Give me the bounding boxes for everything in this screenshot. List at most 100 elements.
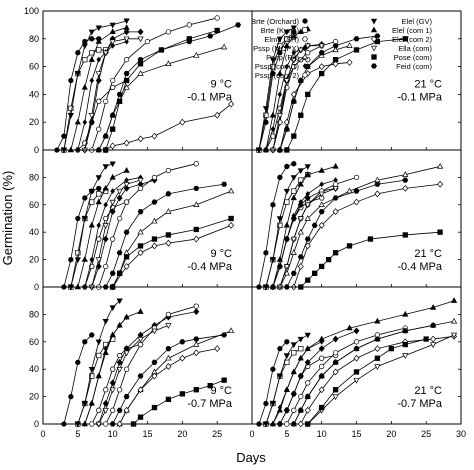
data-point bbox=[269, 401, 277, 407]
data-point bbox=[102, 408, 109, 414]
data-point bbox=[318, 195, 325, 201]
data-point bbox=[402, 184, 409, 192]
data-point bbox=[116, 420, 123, 428]
data-point bbox=[297, 420, 304, 428]
data-point bbox=[158, 47, 165, 53]
data-point bbox=[165, 346, 172, 352]
data-point bbox=[276, 113, 283, 119]
data-point bbox=[221, 332, 228, 338]
data-point bbox=[283, 126, 290, 132]
data-point bbox=[137, 70, 144, 76]
x-tick-label: 30 bbox=[456, 429, 466, 439]
y-tick-label: 60 bbox=[29, 62, 39, 72]
legend-label: Brte (Kuna) bbox=[261, 26, 300, 35]
legend-marker bbox=[370, 18, 378, 25]
y-tick-label: 40 bbox=[29, 89, 39, 99]
data-point bbox=[123, 83, 130, 90]
data-point bbox=[436, 162, 444, 169]
data-point bbox=[95, 98, 102, 104]
legend-marker bbox=[302, 72, 308, 78]
data-point bbox=[165, 167, 172, 174]
data-point bbox=[298, 346, 304, 352]
panel-temp-label: 9 °C bbox=[210, 385, 232, 397]
series-line bbox=[265, 45, 308, 151]
data-point bbox=[109, 270, 116, 276]
series-pssp-com-2 bbox=[284, 325, 408, 427]
data-point bbox=[88, 118, 95, 126]
x-tick-label: 25 bbox=[212, 429, 222, 439]
data-point bbox=[116, 215, 123, 222]
data-point bbox=[353, 174, 360, 181]
data-point bbox=[109, 199, 116, 206]
data-point bbox=[228, 215, 234, 222]
data-point bbox=[96, 222, 102, 229]
series-elel-gv bbox=[60, 18, 130, 154]
data-point bbox=[284, 236, 290, 242]
data-point bbox=[353, 47, 360, 53]
data-point bbox=[332, 368, 339, 376]
series-pose-com bbox=[298, 229, 443, 290]
data-point bbox=[450, 332, 458, 339]
data-point bbox=[304, 406, 311, 414]
series-elel-com-1 bbox=[74, 167, 130, 290]
series-elel-gv bbox=[262, 332, 311, 428]
data-point bbox=[284, 421, 290, 427]
data-point bbox=[95, 175, 102, 181]
data-point bbox=[109, 366, 116, 372]
data-point bbox=[297, 216, 304, 222]
data-point bbox=[430, 322, 437, 328]
data-point bbox=[297, 28, 304, 35]
data-point bbox=[116, 91, 123, 97]
data-point bbox=[332, 46, 339, 53]
data-point bbox=[325, 256, 332, 263]
series-pssp-com-2 bbox=[96, 161, 199, 290]
data-point bbox=[96, 352, 102, 359]
panel-4: 21 °C-0.4 MPa bbox=[251, 149, 462, 291]
data-point bbox=[109, 208, 116, 216]
data-point bbox=[291, 188, 297, 194]
data-point bbox=[116, 321, 123, 328]
legend-label: Pssp (P4) bbox=[266, 53, 299, 62]
data-point bbox=[103, 98, 109, 104]
data-point bbox=[102, 400, 109, 407]
data-point bbox=[95, 25, 102, 32]
data-point bbox=[116, 188, 123, 195]
data-point bbox=[262, 421, 270, 428]
legend-label: Pssp (MOPX) bbox=[253, 44, 299, 53]
data-point bbox=[81, 43, 88, 50]
data-point bbox=[430, 304, 437, 310]
data-point bbox=[346, 324, 353, 331]
data-point bbox=[88, 56, 95, 62]
panel-pressure-label: -0.7 MPa bbox=[187, 398, 233, 410]
data-point bbox=[88, 421, 95, 427]
data-point bbox=[102, 133, 109, 139]
series-line bbox=[98, 24, 239, 151]
data-point bbox=[402, 328, 409, 334]
data-point bbox=[74, 421, 81, 428]
data-point bbox=[109, 305, 116, 312]
data-point bbox=[214, 111, 221, 119]
data-point bbox=[276, 406, 283, 413]
data-point bbox=[353, 198, 360, 206]
data-point bbox=[304, 171, 311, 177]
data-point bbox=[116, 358, 123, 366]
data-point bbox=[110, 407, 116, 413]
data-point bbox=[304, 242, 311, 250]
series-pssp-p4 bbox=[116, 327, 235, 427]
x-tick-label: 15 bbox=[142, 429, 152, 439]
panel-1: 9 °C-0.1 MPa bbox=[42, 10, 253, 154]
series-line bbox=[63, 334, 93, 425]
data-point bbox=[290, 90, 297, 98]
legend-label: Feid (com) bbox=[396, 62, 432, 71]
data-point bbox=[137, 135, 144, 143]
y-tick-label: 60 bbox=[29, 337, 39, 347]
data-point bbox=[95, 236, 102, 242]
data-point bbox=[110, 188, 115, 194]
data-point bbox=[151, 174, 158, 181]
series-feid-com bbox=[283, 177, 409, 290]
panel-pressure-label: -0.7 MPa bbox=[397, 398, 443, 410]
x-tick-label: 15 bbox=[351, 429, 361, 439]
series-pose-com bbox=[130, 377, 227, 427]
data-point bbox=[130, 421, 137, 427]
